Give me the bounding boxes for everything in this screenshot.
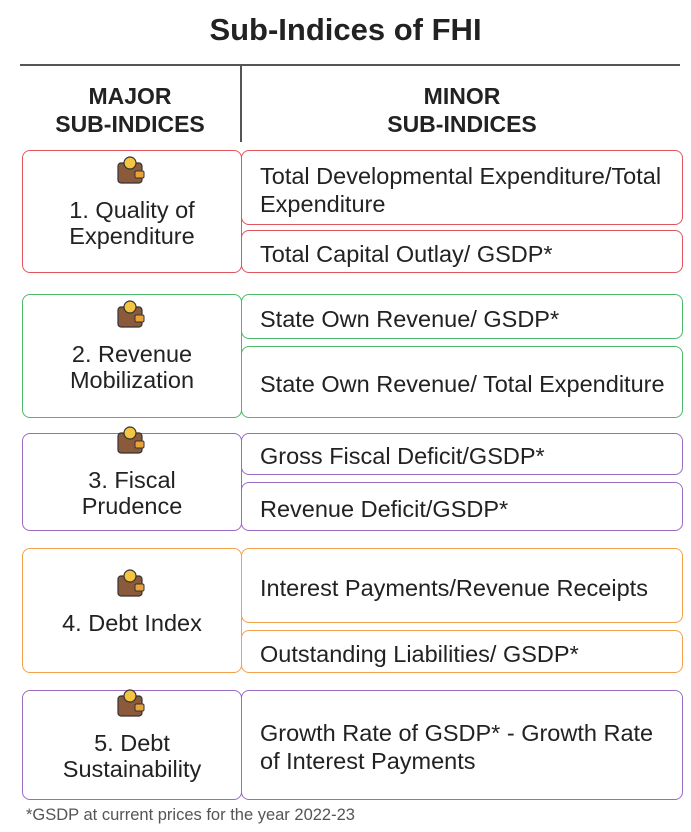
title: Sub-Indices of FHI [209,12,482,47]
minor-box: State Own Revenue/ GSDP* [241,294,683,339]
label-line: 2. Revenue [71,341,193,367]
major-box: 2. Revenue Mobilization [22,294,242,418]
minor-box: Total Capital Outlay/ GSDP* [241,230,683,273]
minor-box: Total Developmental Expenditure/Total Ex… [241,150,683,225]
minor-box: Gross Fiscal Deficit/GSDP* [241,433,683,475]
major-label: 1. Quality of Expenditure [23,197,241,249]
footnote: *GSDP at current prices for the year 202… [26,806,355,824]
minor-box: State Own Revenue/ Total Expenditure [241,346,683,418]
minor-box: Outstanding Liabilities/ GSDP* [241,630,683,673]
title-rule [20,64,680,66]
header-divider [240,66,242,142]
label-line: 3. Fiscal [88,467,176,493]
header-line: MINOR [423,83,501,109]
major-label: 4. Debt Index [23,610,241,636]
label-line: Prudence [81,493,183,519]
major-box: 1. Quality of Expenditure [22,150,242,273]
label-line: Mobilization [69,367,195,393]
minor-box: Interest Payments/Revenue Receipts [241,548,683,623]
icon [117,155,145,184]
major-box: 3. Fiscal Prudence [22,426,242,531]
major-label: 2. Revenue Mobilization [23,341,241,393]
label-line: 5. Debt [94,730,170,756]
label-line: Sustainability [62,756,202,782]
major-header: MAJOR SUB-INDICES [20,82,240,138]
label-line: 4. Debt Index [62,609,202,636]
major-label: 5. Debt Sustainability [23,730,241,782]
label-line: Expenditure [69,222,195,249]
header-line: MAJOR [88,83,172,109]
label-line: 1. Quality of [69,196,195,223]
icon [117,689,145,717]
major-box: 4. Debt Index [22,548,242,673]
icon [117,300,145,328]
header-line: SUB-INDICES [387,111,537,137]
header-line: SUB-INDICES [55,111,205,137]
minor-box: Growth Rate of GSDP* - Growth Rate of In… [241,690,683,800]
minor-box: Revenue Deficit/GSDP* [241,482,683,531]
icon [117,426,145,454]
minor-header: MINOR SUB-INDICES [242,82,682,138]
icon [117,568,145,597]
major-label: 3. Fiscal Prudence [23,467,241,519]
major-box: 5. Debt Sustainability [22,689,242,800]
